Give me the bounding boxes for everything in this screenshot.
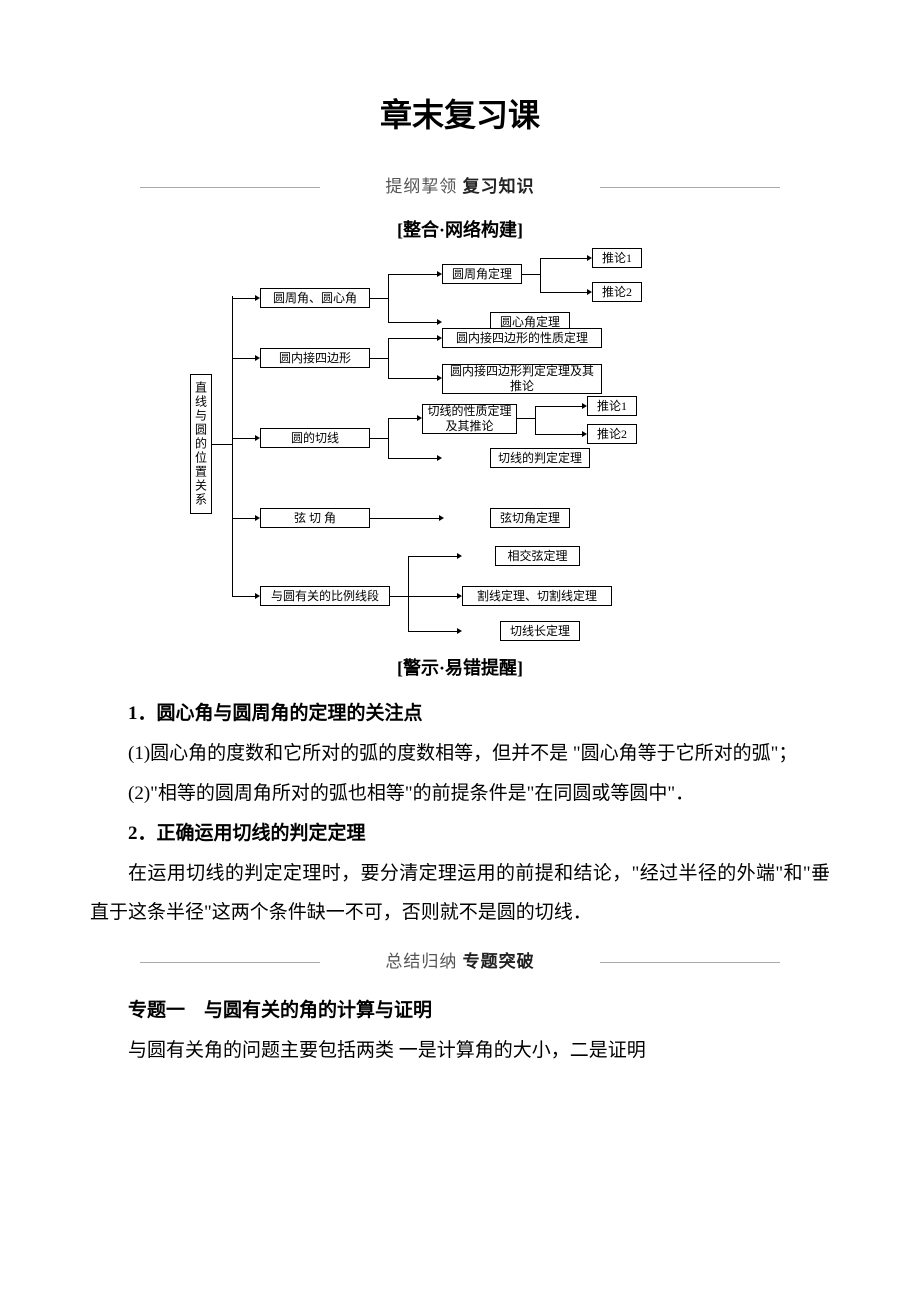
banner-outline: 提纲挈领 复习知识	[90, 176, 830, 198]
subhead-warning: [警示·易错提醒]	[90, 654, 830, 680]
leaf-node: 切线的判定定理	[490, 448, 590, 468]
leaf-node: 推论1	[592, 248, 642, 268]
heading-2: 2．正确运用切线的判定定理	[90, 814, 830, 854]
leaf-node: 切线长定理	[500, 621, 580, 641]
leaf-node: 圆周角定理	[442, 264, 522, 284]
l2-node: 圆的切线	[260, 428, 370, 448]
leaf-node: 推论1	[587, 396, 637, 416]
leaf-node: 切线的性质定理及其推论	[422, 404, 517, 434]
topic1-para: 与圆有关角的问题主要包括两类 一是计算角的大小，二是证明	[90, 1031, 830, 1071]
para-1a: (1)圆心角的度数和它所对的弧的度数相等，但并不是 "圆心角等于它所对的弧"；	[90, 734, 830, 774]
l2-node: 弦 切 角	[260, 508, 370, 528]
topic1-heading: 专题一 与圆有关的角的计算与证明	[90, 991, 830, 1031]
leaf-node: 圆内接四边形判定定理及其推论	[442, 364, 602, 394]
l2-node: 圆内接四边形	[260, 348, 370, 368]
network-diagram: 直线与圆的位置关系 圆周角、圆心角 圆内接四边形 圆的切线 弦 切 角 与圆有关…	[190, 256, 730, 636]
heading-1: 1．圆心角与圆周角的定理的关注点	[90, 694, 830, 734]
leaf-node: 推论2	[587, 424, 637, 444]
para-2: 在运用切线的判定定理时，要分清定理运用的前提和结论，"经过半径的外端"和"垂直于…	[90, 854, 830, 934]
leaf-node: 相交弦定理	[495, 546, 580, 566]
subhead-network: [整合·网络构建]	[90, 216, 830, 242]
banner-summary: 总结归纳 专题突破	[90, 951, 830, 973]
l2-node: 与圆有关的比例线段	[260, 586, 390, 606]
leaf-node: 割线定理、切割线定理	[462, 586, 612, 606]
root-node: 直线与圆的位置关系	[190, 374, 212, 514]
page-title: 章末复习课	[90, 90, 830, 136]
l2-node: 圆周角、圆心角	[260, 288, 370, 308]
leaf-node: 圆内接四边形的性质定理	[442, 328, 602, 348]
para-1b: (2)"相等的圆周角所对的弧也相等"的前提条件是"在同圆或等圆中"．	[90, 774, 830, 814]
leaf-node: 弦切角定理	[490, 508, 570, 528]
leaf-node: 推论2	[592, 282, 642, 302]
